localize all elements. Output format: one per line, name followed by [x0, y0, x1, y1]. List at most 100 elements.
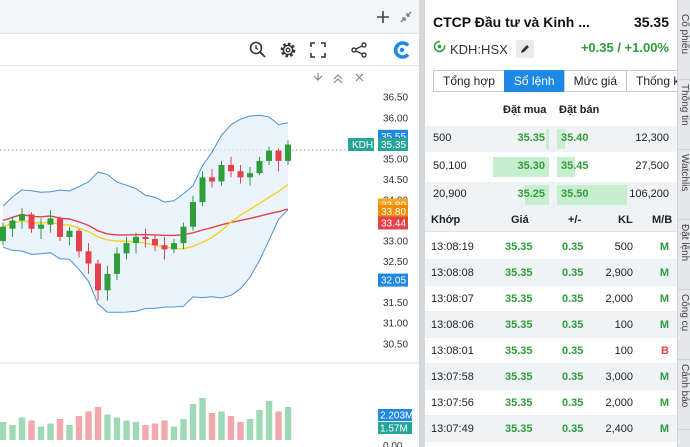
- side-tab-label: Cảnh báo: [679, 364, 690, 408]
- volume-bar: [284, 407, 292, 440]
- tab-summary[interactable]: Tổng hợp: [433, 70, 505, 92]
- trade-price: 35.35: [505, 397, 533, 409]
- ticker-row: KDH:HSX: [433, 40, 534, 58]
- tab-price-levels[interactable]: Mức giá: [563, 70, 627, 92]
- bollinger-upper: [2, 114, 289, 207]
- trade-side: M: [659, 293, 669, 305]
- price-axis-label: 31.50: [383, 298, 408, 309]
- bid-price: 35.25: [517, 188, 545, 200]
- chevron-down-icon[interactable]: [313, 73, 323, 81]
- trades-header: Khớp Giá +/- KL M/B: [425, 208, 677, 232]
- gear-icon[interactable]: [276, 38, 300, 62]
- side-tab[interactable]: Watchlis: [678, 150, 690, 220]
- candle: [19, 208, 25, 229]
- side-tab[interactable]: Thông tin: [678, 80, 690, 150]
- trade-volume: 2,900: [605, 267, 633, 279]
- candle: [114, 247, 120, 281]
- candle: [247, 167, 253, 186]
- price-chart[interactable]: 36.5036.0035.5035.0034.5034.0033.5033.00…: [0, 66, 419, 447]
- svg-text:32.05: 32.05: [381, 276, 406, 287]
- volume-bar: [56, 419, 64, 440]
- order-book-row[interactable]: 50,100 35.30 35.45 27,500: [425, 154, 677, 180]
- svg-text:33.80: 33.80: [381, 207, 406, 218]
- share-icon[interactable]: [347, 38, 371, 62]
- col-side: M/B: [652, 214, 673, 226]
- volume-bar: [142, 425, 149, 440]
- volume-bar: [218, 411, 225, 440]
- trade-row[interactable]: 13:08:07 35.35 0.35 2,000 M: [425, 286, 677, 312]
- side-tabs: Cổ phiếu Thông tin Watchlis Đặt lệnh Công cụ…: [677, 0, 690, 447]
- bid-price: 35.35: [517, 132, 545, 144]
- brand-logo-icon[interactable]: [390, 38, 414, 62]
- fullscreen-icon[interactable]: [306, 38, 330, 62]
- svg-text:KDH: KDH: [352, 140, 373, 151]
- side-tab-label: Đặt lệnh: [679, 224, 690, 262]
- ask-depth-bar: [557, 157, 576, 177]
- trade-row[interactable]: 13:08:08 35.35 0.35 2,900 M: [425, 260, 677, 286]
- trade-change: 0.35: [562, 293, 584, 305]
- trade-side: M: [659, 319, 669, 331]
- side-tab[interactable]: Cảnh báo: [678, 360, 690, 430]
- candle: [171, 239, 177, 254]
- price-axis-label: 31.00: [383, 319, 408, 330]
- edit-pencil-icon[interactable]: [515, 40, 534, 58]
- price-tag-ma-red: 33.44: [378, 216, 408, 230]
- chart-toolbar: [0, 34, 419, 66]
- trade-row[interactable]: 13:07:49 35.35 0.35 2,400 M: [425, 416, 677, 442]
- svg-text:35.35: 35.35: [381, 140, 406, 151]
- price-change: +0.35 / +1.00%: [580, 40, 669, 55]
- trade-time: 13:08:08: [431, 267, 474, 279]
- ask-price: 35.50: [561, 188, 589, 200]
- side-tab[interactable]: Đặt lệnh: [678, 220, 690, 290]
- volume-bar: [123, 420, 130, 440]
- bid-volume: 50,100: [433, 160, 467, 172]
- volume-axis-label: 0.00: [383, 441, 403, 447]
- trade-row[interactable]: 13:07:56 35.35 0.35 2,000 M: [425, 390, 677, 416]
- trade-row[interactable]: 13:08:06 35.35 0.35 100 M: [425, 312, 677, 338]
- volume-bar: [246, 419, 254, 440]
- trade-change: 0.35: [562, 397, 584, 409]
- trade-price: 35.35: [505, 267, 533, 279]
- bid-depth-bar: [546, 129, 549, 149]
- order-book-row[interactable]: 20,900 35.25 35.50 106,200: [425, 182, 677, 208]
- side-tab[interactable]: Công cụ: [678, 290, 690, 360]
- side-tab-label: Cổ phiếu: [679, 14, 690, 55]
- volume-bar: [161, 420, 168, 440]
- volume-bar: [170, 426, 178, 440]
- trade-volume: 100: [614, 319, 633, 331]
- volume-bar: [132, 422, 140, 440]
- bid-depth-bar: [492, 157, 549, 177]
- price-axis-label: 36.00: [383, 113, 408, 124]
- trade-row[interactable]: 13:08:01 35.35 0.35 100 B: [425, 338, 677, 364]
- price-tag-last: 35.35: [378, 138, 408, 151]
- col-time: Khớp: [431, 214, 461, 226]
- volume-bar: [237, 422, 244, 440]
- collapse-arrows-icon[interactable]: [397, 8, 415, 26]
- panel-divider[interactable]: [419, 0, 425, 447]
- double-chevron-up-icon[interactable]: [333, 74, 343, 84]
- trade-volume: 2,000: [605, 293, 633, 305]
- bollinger-lower: [2, 209, 289, 313]
- trade-volume: 100: [614, 345, 633, 357]
- quote-tabs: Tổng hợp Sổ lệnh Mức giá Thống kê: [433, 70, 690, 92]
- price-axis-label: 33.00: [383, 237, 408, 248]
- tab-statistics[interactable]: Thống kê: [626, 70, 690, 92]
- side-tab[interactable]: Cổ phiếu: [678, 10, 690, 80]
- trade-row[interactable]: 13:07:58 35.35 0.35 3,000 M: [425, 364, 677, 390]
- plus-icon[interactable]: [374, 8, 392, 26]
- order-book-row[interactable]: 500 35.35 35.40 12,300: [425, 126, 677, 152]
- trade-price: 35.35: [505, 293, 533, 305]
- ask-price: 35.40: [561, 132, 589, 144]
- trade-change: 0.35: [562, 371, 584, 383]
- close-icon[interactable]: [355, 73, 364, 82]
- trade-side: M: [659, 241, 669, 253]
- tab-order-book[interactable]: Sổ lệnh: [503, 70, 565, 92]
- candle: [0, 222, 6, 246]
- volume-bar: [189, 404, 197, 440]
- ask-price: 35.45: [561, 160, 589, 172]
- candle: [104, 265, 111, 301]
- magnifier-clock-icon[interactable]: [246, 38, 270, 62]
- trade-row[interactable]: 13:08:19 35.35 0.35 500 M: [425, 234, 677, 260]
- trade-side: M: [659, 397, 669, 409]
- candle: [66, 226, 73, 246]
